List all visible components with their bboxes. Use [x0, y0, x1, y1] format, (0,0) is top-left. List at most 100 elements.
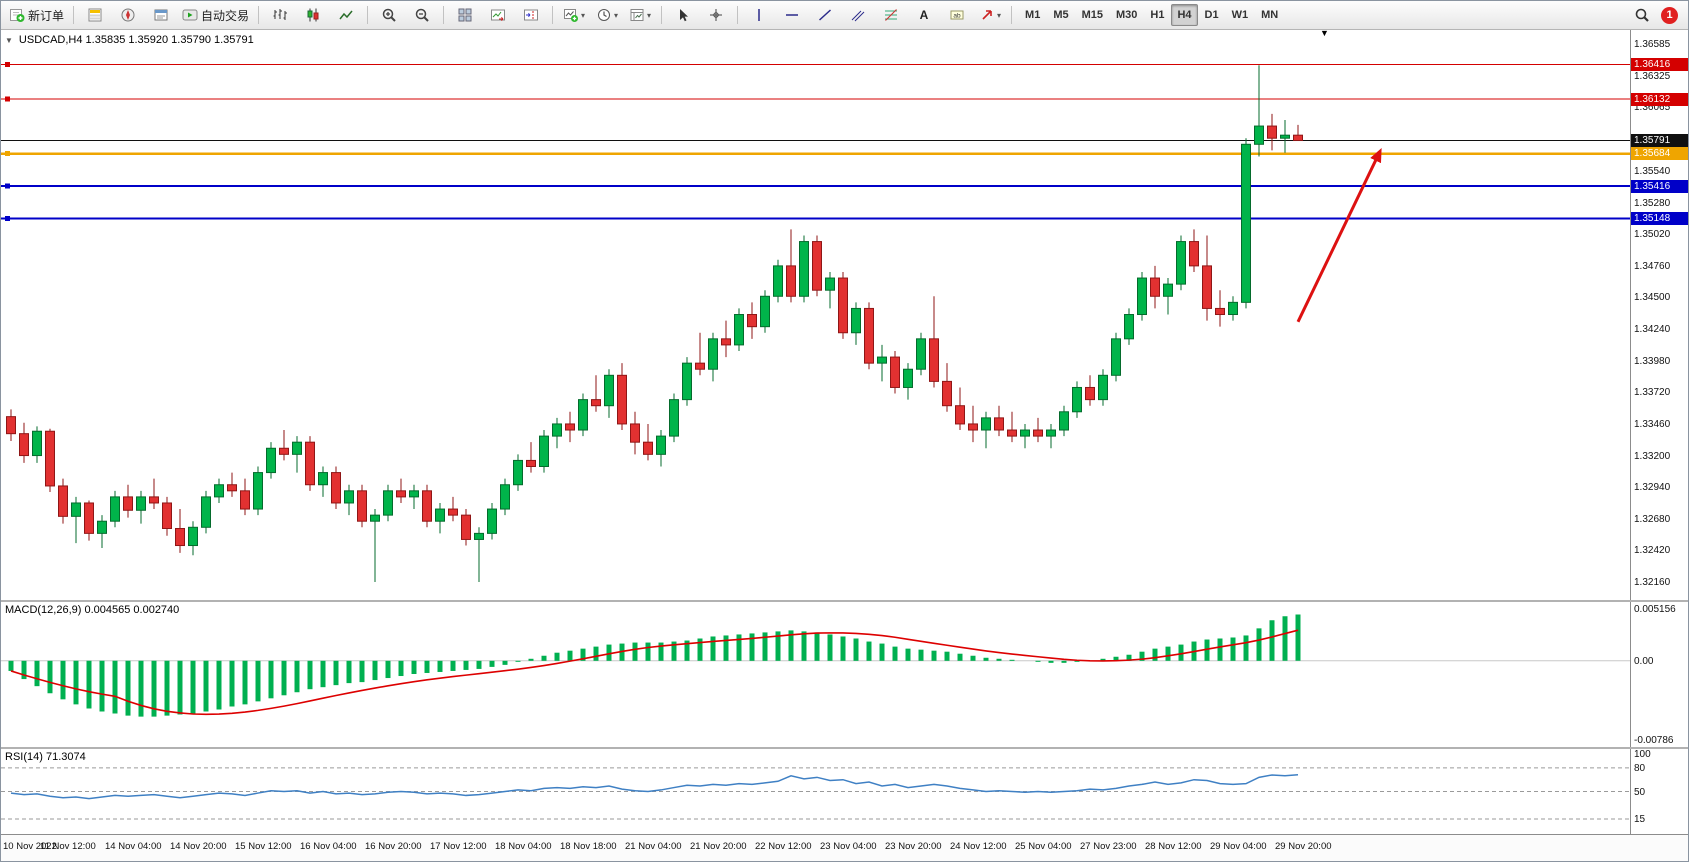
zoom-in-button[interactable] [373, 3, 405, 27]
main-chart-plot[interactable]: ▼ USDCAD,H4 1.35835 1.35920 1.35790 1.35… [1, 30, 1630, 600]
time-axis-label: 25 Nov 04:00 [1015, 841, 1072, 852]
crosshair-icon [708, 7, 724, 23]
periods-button[interactable]: ▾ [591, 3, 623, 27]
line-chart-icon [338, 7, 354, 23]
timeframe-d1[interactable]: D1 [1204, 9, 1219, 21]
timeframe-m30[interactable]: M30 [1116, 9, 1138, 21]
time-axis-label: 14 Nov 20:00 [170, 841, 227, 852]
tile-windows-button[interactable] [449, 3, 481, 27]
zoom-out-button[interactable] [406, 3, 438, 27]
timeframe-m1[interactable]: M1 [1025, 9, 1041, 21]
timeframe-w1[interactable]: W1 [1231, 9, 1249, 21]
timeframe-m5[interactable]: M5 [1053, 9, 1069, 21]
rsi-plot[interactable]: RSI(14) 71.3074 [1, 749, 1630, 834]
hline-icon [784, 7, 800, 23]
cursor-button[interactable] [667, 3, 699, 27]
macd-canvas[interactable] [1, 602, 1630, 747]
template-icon [629, 7, 645, 23]
candlestick-chart-button[interactable] [297, 3, 329, 27]
bar-chart-icon [272, 7, 288, 23]
price-level-badge: 1.35684 [1631, 147, 1688, 161]
rsi-canvas[interactable] [1, 749, 1630, 834]
text-button[interactable]: A [908, 3, 940, 27]
price-level-badge: 1.35148 [1631, 212, 1688, 226]
dropdown-arrow-icon: ▾ [997, 10, 1002, 20]
timeframe-toolbar: M1 M5 M15 M30 H1 H4 D1 W1 MN [1019, 4, 1284, 26]
time-axis[interactable]: 10 Nov 2022 11 Nov 12:00 14 Nov 04:00 14 No… [1, 834, 1688, 861]
panel-splitter[interactable] [1, 600, 1688, 602]
macd-axis[interactable]: 0.005156 0.00 -0.00786 [1630, 602, 1688, 747]
annotation-arrow[interactable] [1296, 147, 1382, 323]
horizontal-line-button[interactable] [776, 3, 808, 27]
timeframe-mn[interactable]: MN [1261, 9, 1279, 21]
crosshair-button[interactable] [700, 3, 732, 27]
timeframe-h4[interactable]: H4 [1171, 4, 1198, 26]
price-tick-label: 1.33460 [1634, 418, 1671, 430]
time-axis-label: 24 Nov 12:00 [950, 841, 1007, 852]
price-axis[interactable]: 1.36585 1.36325 1.36065 1.35540 1.35280 1.350… [1630, 30, 1688, 600]
price-tick-label: 1.33980 [1634, 355, 1671, 367]
time-axis-label: 18 Nov 18:00 [560, 841, 617, 852]
macd-tick-label: 0.00 [1634, 655, 1654, 667]
market-watch-button[interactable] [79, 3, 111, 27]
arrows-button[interactable]: ▾ [974, 3, 1006, 27]
chart-title: USDCAD,H4 1.35835 1.35920 1.35790 1.3579… [18, 34, 254, 46]
channel-button[interactable] [842, 3, 874, 27]
terminal-button[interactable] [145, 3, 177, 27]
templates-button[interactable]: ▾ [624, 3, 656, 27]
search-button[interactable] [1626, 3, 1658, 27]
timeframe-m15[interactable]: M15 [1081, 9, 1103, 21]
chart-shift-marker-icon[interactable]: ▼ [1320, 30, 1329, 38]
autotrading-button[interactable]: 自动交易 [178, 3, 253, 27]
trendline-icon [817, 7, 833, 23]
bar-chart-button[interactable] [264, 3, 296, 27]
new-order-button[interactable]: 新订单 [5, 3, 68, 27]
trendline-button[interactable] [809, 3, 841, 27]
toolbar-separator [1011, 6, 1013, 24]
new-chart-icon [563, 7, 579, 23]
notification-badge[interactable]: 1 [1661, 6, 1678, 24]
rsi-label: RSI(14) 71.3074 [5, 751, 86, 763]
rsi-tick-label: 80 [1634, 762, 1646, 774]
timeframe-h1[interactable]: H1 [1150, 9, 1165, 21]
price-tick-label: 1.36325 [1634, 70, 1671, 82]
zoom-out-icon [414, 7, 430, 23]
price-tick-label: 1.35280 [1634, 197, 1671, 209]
dropdown-arrow-icon: ▾ [614, 10, 619, 20]
time-axis-label: 21 Nov 04:00 [625, 841, 682, 852]
label-icon: ab [949, 7, 965, 23]
time-axis-label: 15 Nov 12:00 [235, 841, 292, 852]
price-tick-label: 1.36585 [1634, 38, 1671, 50]
time-axis-label: 22 Nov 12:00 [755, 841, 812, 852]
market-watch-icon [87, 7, 103, 23]
svg-text:A: A [920, 8, 929, 22]
price-tick-label: 1.32680 [1634, 513, 1671, 525]
autotrading-button-label: 自动交易 [201, 8, 250, 23]
rsi-axis[interactable]: 100 80 50 15 [1630, 749, 1688, 834]
time-axis-label: 27 Nov 23:00 [1080, 841, 1137, 852]
line-chart-button[interactable] [330, 3, 362, 27]
vertical-line-button[interactable] [743, 3, 775, 27]
time-axis-label: 14 Nov 04:00 [105, 841, 162, 852]
auto-scroll-button[interactable] [482, 3, 514, 27]
time-axis-label: 17 Nov 12:00 [430, 841, 487, 852]
text-icon: A [916, 7, 932, 23]
time-axis-label: 11 Nov 12:00 [40, 841, 96, 852]
label-button[interactable]: ab [941, 3, 973, 27]
main-chart-canvas[interactable] [1, 30, 1630, 600]
one-click-trading-toggle[interactable]: ▼ [5, 35, 13, 45]
price-tick-label: 1.34240 [1634, 324, 1671, 336]
toolbar-separator [367, 6, 369, 24]
price-tick-label: 1.35020 [1634, 229, 1671, 241]
navigator-button[interactable] [112, 3, 144, 27]
time-axis-label: 16 Nov 04:00 [300, 841, 357, 852]
chart-shift-button[interactable] [515, 3, 547, 27]
price-tick-label: 1.32940 [1634, 482, 1671, 494]
new-chart-button[interactable]: ▾ [558, 3, 590, 27]
panel-splitter[interactable] [1, 747, 1688, 749]
price-tick-label: 1.34500 [1634, 292, 1671, 304]
fibonacci-button[interactable] [875, 3, 907, 27]
price-tick-label: 1.32420 [1634, 545, 1671, 557]
macd-plot[interactable]: MACD(12,26,9) 0.004565 0.002740 [1, 602, 1630, 747]
vline-icon [751, 7, 767, 23]
